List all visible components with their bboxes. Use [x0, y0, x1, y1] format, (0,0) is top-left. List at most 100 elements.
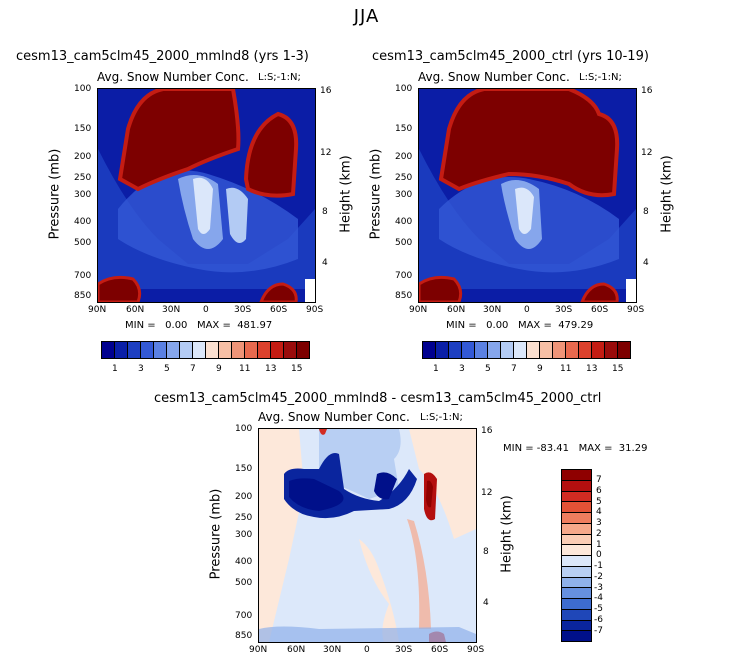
p2-ptick-300: 300	[395, 190, 413, 200]
cbar3-label-m6: -6	[594, 615, 603, 625]
panel1-light-patch	[226, 187, 248, 243]
panel1-subtitle: Avg. Snow Number Conc.	[97, 70, 249, 84]
p3-ptick-400: 400	[235, 557, 253, 567]
panel3-subtitle: Avg. Snow Number Conc.	[258, 410, 410, 424]
cbar3-label-2: 2	[596, 529, 602, 539]
cbar2-swatch-15	[617, 341, 631, 359]
cbar1-label-15: 15	[291, 364, 303, 374]
panel2-surface-south-max	[580, 282, 619, 302]
p1-ptick-250: 250	[74, 173, 92, 183]
p2-ptick-200: 200	[395, 152, 413, 162]
panel1-colorbar	[101, 341, 310, 359]
cbar1-swatch-0	[101, 341, 115, 359]
panel3-positive-upper-south	[409, 429, 476, 539]
panel2-colorbar	[422, 341, 631, 359]
cbar1-swatch-12	[257, 341, 271, 359]
panel2-lightest-core	[515, 187, 534, 234]
p1-xtick-90s: 90S	[306, 305, 324, 315]
panel2-ylabel: Pressure (mb)	[368, 148, 384, 240]
p1-xtick-60s: 60S	[270, 305, 288, 315]
p1-xtick-60n: 60N	[126, 305, 145, 315]
cbar2-swatch-13	[591, 341, 605, 359]
p3-ptick-700: 700	[235, 611, 253, 621]
panel1-ylabel: Pressure (mb)	[47, 148, 63, 240]
panel2-heatmap	[418, 88, 637, 303]
p3-htick-4: 4	[483, 598, 489, 608]
cbar2-label-3: 3	[459, 364, 465, 374]
p2-xtick-90n: 90N	[409, 305, 428, 315]
p3-xtick-60n: 60N	[287, 645, 306, 655]
panel2-tag: L:S;-1:N;	[579, 72, 622, 83]
panel1-stats: MIN = 0.00 MAX = 481.97	[125, 320, 273, 331]
panel2-missing-area	[626, 279, 636, 302]
p3-xtick-90n: 90N	[249, 645, 268, 655]
cbar2-swatch-14	[604, 341, 618, 359]
p1-htick-8: 8	[322, 207, 328, 217]
p2-htick-12: 12	[641, 148, 653, 158]
panel1-tag: L:S;-1:N;	[258, 72, 301, 83]
panel1-title: cesm13_cam5clm45_2000_mmlnd8 (yrs 1-3)	[16, 49, 309, 64]
cbar1-swatch-11	[244, 341, 258, 359]
p2-xtick-0: 0	[524, 305, 530, 315]
panel2-title: cesm13_cam5clm45_2000_ctrl (yrs 10-19)	[372, 49, 649, 64]
cbar3-label-5: 5	[596, 497, 602, 507]
panel2-y2label: Height (km)	[659, 155, 675, 233]
panel3-heatmap	[258, 428, 477, 643]
p2-ptick-250: 250	[395, 173, 413, 183]
p2-xtick-30n: 30N	[483, 305, 502, 315]
cbar2-swatch-7	[513, 341, 527, 359]
panel3-title: cesm13_cam5clm45_2000_mmlnd8 - cesm13_ca…	[154, 391, 602, 406]
p1-ptick-850: 850	[74, 291, 92, 301]
cbar1-swatch-6	[179, 341, 193, 359]
cbar1-swatch-2	[127, 341, 141, 359]
panel3-stats: MIN = -83.41 MAX = 31.29	[503, 443, 648, 454]
p1-ptick-300: 300	[74, 190, 92, 200]
cbar1-label-3: 3	[138, 364, 144, 374]
p1-ptick-100: 100	[74, 84, 92, 94]
p1-ptick-400: 400	[74, 217, 92, 227]
p1-htick-4: 4	[322, 258, 328, 268]
p3-xtick-60s: 60S	[431, 645, 449, 655]
panel3-negative-deep	[289, 478, 344, 511]
p2-xtick-30s: 30S	[555, 305, 573, 315]
panel1-surface-north-max	[98, 275, 142, 302]
p2-ptick-400: 400	[395, 217, 413, 227]
panel1-missing-area	[305, 279, 315, 302]
p1-ptick-200: 200	[74, 152, 92, 162]
p2-ptick-500: 500	[395, 238, 413, 248]
p3-xtick-30n: 30N	[323, 645, 342, 655]
cbar2-swatch-9	[539, 341, 553, 359]
cbar2-swatch-6	[500, 341, 514, 359]
panel1-y2label: Height (km)	[338, 155, 354, 233]
panel3-ylabel: Pressure (mb)	[208, 488, 224, 580]
p2-ptick-700: 700	[395, 271, 413, 281]
p2-htick-16: 16	[641, 86, 653, 96]
p2-ptick-100: 100	[395, 84, 413, 94]
panel3-positive-max-core	[426, 480, 433, 508]
panel1-lightest-core	[193, 177, 213, 234]
p2-htick-4: 4	[643, 258, 649, 268]
cbar2-swatch-8	[526, 341, 540, 359]
cbar2-label-13: 13	[586, 364, 598, 374]
cbar1-swatch-8	[205, 341, 219, 359]
cbar1-swatch-15	[296, 341, 310, 359]
p1-xtick-90n: 90N	[88, 305, 107, 315]
panel1-surface-south-max	[259, 282, 298, 302]
cbar3-label-m1: -1	[594, 561, 603, 571]
cbar1-swatch-1	[114, 341, 128, 359]
cbar3-label-0: 0	[596, 550, 602, 560]
p3-ptick-300: 300	[235, 530, 253, 540]
p3-htick-12: 12	[481, 488, 493, 498]
cbar1-label-9: 9	[216, 364, 222, 374]
p1-htick-16: 16	[320, 86, 332, 96]
season-title: JJA	[353, 6, 380, 27]
cbar3-label-m3: -3	[594, 583, 603, 593]
p3-htick-16: 16	[481, 426, 493, 436]
cbar1-swatch-7	[192, 341, 206, 359]
p1-ptick-150: 150	[74, 124, 92, 134]
p2-ptick-150: 150	[395, 124, 413, 134]
p2-xtick-90s: 90S	[627, 305, 645, 315]
cbar1-label-11: 11	[239, 364, 251, 374]
p3-xtick-30s: 30S	[395, 645, 413, 655]
cbar3-label-m7: -7	[594, 626, 603, 636]
